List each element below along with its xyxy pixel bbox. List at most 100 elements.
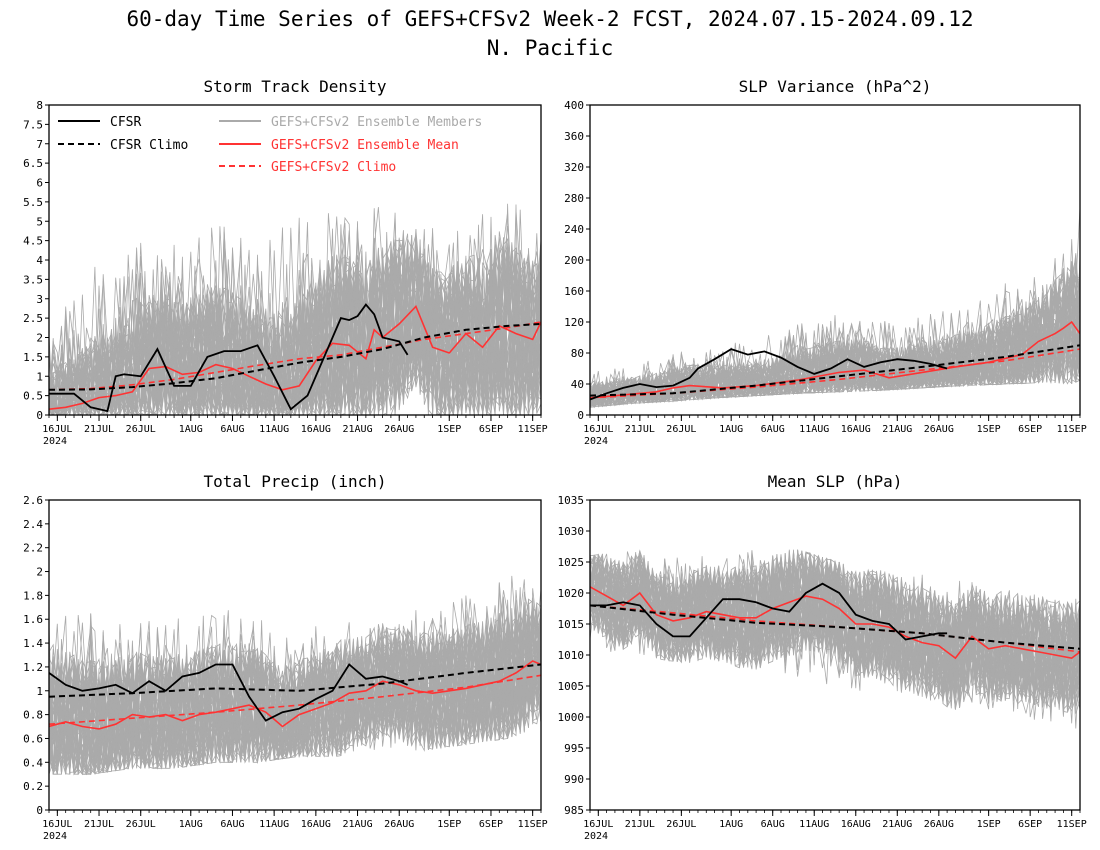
x-tick-label: 11SEP [1057, 819, 1087, 830]
y-tick-label: 0 [36, 409, 43, 422]
y-tick-label: 1030 [558, 525, 585, 538]
x-tick-label: 26JUL [126, 424, 156, 435]
x-tick-label: 11AUG [259, 819, 289, 830]
legend: CFSR CFSR Climo GEFS+CFSv2 Ensemble Member… [58, 115, 482, 175]
y-tick-label: 1020 [558, 587, 585, 600]
cfsr-climo-line [590, 604, 1080, 650]
y-tick-label: 4 [36, 254, 43, 267]
y-tick-label: 7 [36, 138, 43, 151]
ensemble-member-line [590, 556, 1080, 709]
x-tick-label: 1SEP [437, 424, 461, 435]
y-tick-label: 1.6 [23, 613, 43, 626]
panel-title: Storm Track Density [203, 77, 386, 96]
y-tick-label: 5.5 [23, 196, 43, 209]
legend-label: CFSR [110, 115, 141, 130]
ensemble-mean-line [590, 320, 1080, 399]
y-tick-label: 280 [564, 192, 584, 205]
y-tick-label: 1025 [558, 556, 585, 569]
x-tick-label: 6SEP [1018, 424, 1042, 435]
y-tick-label: 80 [571, 347, 584, 360]
panel-slp-variance: SLP Variance (hPa^2) 0 40 80 120 160 200 240 280… [564, 77, 1087, 447]
x-tick-label: 1SEP [437, 819, 461, 830]
x-tick-label: 1AUG [719, 819, 743, 830]
y-tick-label: 1005 [558, 680, 585, 693]
y-tick-label: 8 [36, 99, 43, 112]
ensemble-member-line [590, 551, 1080, 712]
x-tick-label: 21AUG [882, 424, 912, 435]
x-tick-label: 11AUG [799, 424, 829, 435]
ensemble-member-line [49, 248, 541, 415]
y-tick-label: 0.5 [23, 390, 43, 403]
series-lines [49, 660, 541, 730]
panel-title: Total Precip (inch) [203, 472, 386, 491]
ensemble-member-line [49, 598, 541, 775]
y-tick-label: 1.8 [23, 589, 43, 602]
ensemble-member-line [590, 281, 1080, 407]
cfsr-line [49, 663, 408, 722]
figure-title-line1: 60-day Time Series of GEFS+CFSv2 Week-2 … [126, 7, 973, 31]
x-tick-label: 21JUL [84, 819, 114, 830]
y-tick-label: 3 [36, 293, 43, 306]
y-tick-label: 1035 [558, 494, 585, 507]
y-tick-label: 320 [564, 161, 584, 174]
x-tick-label: 16AUG [841, 819, 871, 830]
x-year-label: 2024 [43, 831, 67, 842]
x-tick-label: 6AUG [761, 819, 785, 830]
y-tick-label: 3.5 [23, 273, 43, 286]
ensemble-member-line [49, 614, 541, 775]
x-tick-label: 26AUG [924, 424, 954, 435]
x-tick-label: 6AUG [761, 424, 785, 435]
ensemble-member-line [590, 552, 1080, 700]
x-tick-label: 16JUL [583, 819, 613, 830]
y-tick-label: 990 [564, 773, 584, 786]
plot-frame [48, 499, 542, 811]
y-tick-label: 1010 [558, 649, 585, 662]
panel-title: Mean SLP (hPa) [768, 472, 903, 491]
legend-label: GEFS+CFSv2 Ensemble Mean [271, 138, 459, 153]
y-tick-label: 2.5 [23, 312, 43, 325]
cfsr-line [590, 582, 948, 641]
y-tick-label: 1000 [558, 711, 585, 724]
y-tick-label: 2 [36, 332, 43, 345]
y-tick-label: 360 [564, 130, 584, 143]
y-tick-label: 2.2 [23, 542, 43, 555]
cfsr-climo-line [590, 344, 1080, 397]
ensemble-member-line [49, 228, 541, 415]
x-tick-label: 11SEP [518, 819, 548, 830]
ensemble-member-line [49, 587, 541, 775]
y-tick-label: 0.6 [23, 732, 43, 745]
x-tick-label: 16AUG [301, 424, 331, 435]
y-tick-label: 1.4 [23, 637, 43, 650]
ensemble-mean-line [49, 660, 541, 730]
y-tick-label: 7.5 [23, 118, 43, 131]
ensemble-member-line [49, 597, 541, 776]
x-tick-label: 26AUG [384, 424, 414, 435]
y-tick-label: 995 [564, 742, 584, 755]
x-tick-label: 16JUL [583, 424, 613, 435]
x-tick-label: 21AUG [882, 819, 912, 830]
y-tick-label: 400 [564, 99, 584, 112]
gefs-climo-line [49, 321, 541, 391]
y-tick-label: 1 [36, 370, 43, 383]
x-tick-label: 1SEP [977, 819, 1001, 830]
x-tick-label: 21AUG [342, 424, 372, 435]
x-tick-label: 1AUG [179, 819, 203, 830]
x-tick-label: 26AUG [384, 819, 414, 830]
ensemble-members [590, 549, 1080, 729]
x-tick-label: 16AUG [301, 819, 331, 830]
ensemble-member-line [590, 551, 1080, 719]
x-tick-label: 11SEP [518, 424, 548, 435]
x-tick-label: 6SEP [479, 424, 503, 435]
x-tick-label: 11AUG [799, 819, 829, 830]
x-tick-label: 6SEP [1018, 819, 1042, 830]
y-tick-label: 6.5 [23, 157, 43, 170]
ensemble-members [49, 203, 541, 415]
panel-title: SLP Variance (hPa^2) [739, 77, 932, 96]
y-tick-label: 0.2 [23, 780, 43, 793]
legend-label: GEFS+CFSv2 Climo [271, 160, 396, 175]
x-tick-label: 26JUL [126, 819, 156, 830]
y-tick-label: 0 [36, 804, 43, 817]
y-tick-label: 0.8 [23, 709, 43, 722]
x-tick-label: 1AUG [179, 424, 203, 435]
cfsr-line [590, 348, 948, 401]
